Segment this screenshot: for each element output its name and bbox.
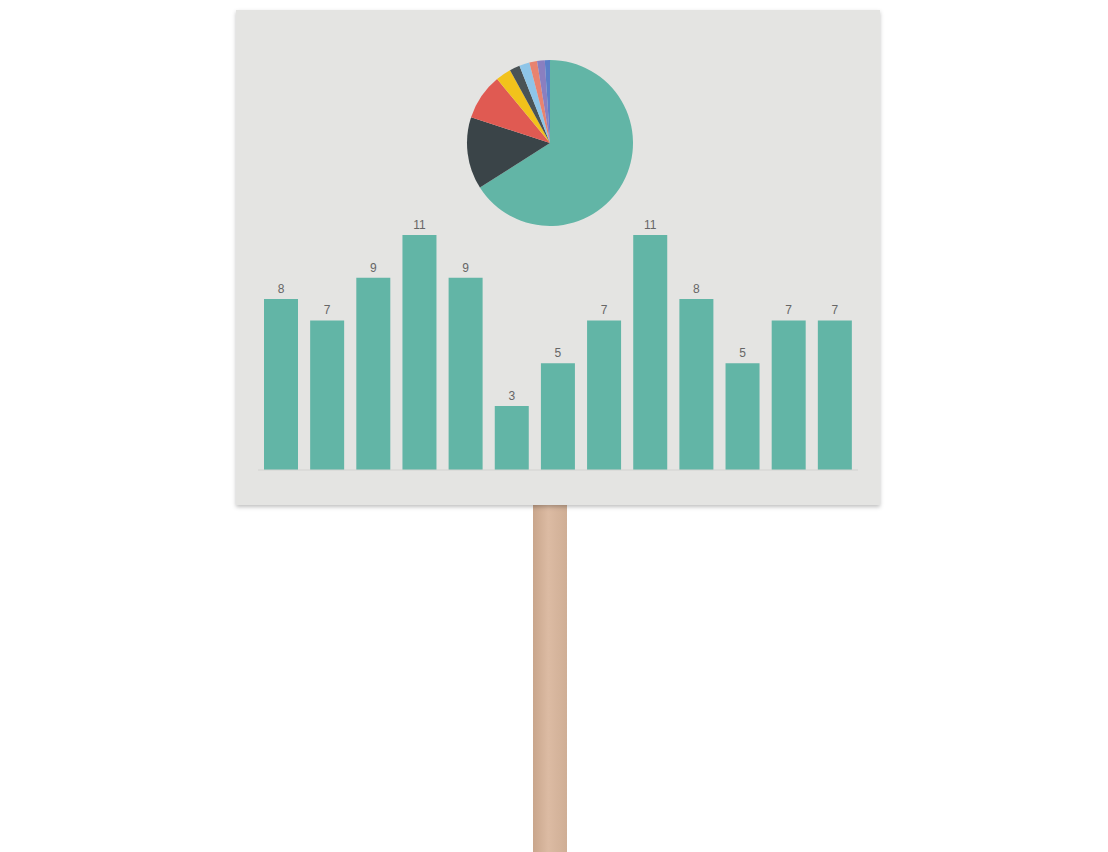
svg-text:3: 3 bbox=[508, 389, 515, 403]
svg-text:8: 8 bbox=[693, 282, 700, 296]
svg-text:8: 8 bbox=[278, 282, 285, 296]
svg-text:5: 5 bbox=[739, 346, 746, 360]
svg-text:7: 7 bbox=[324, 303, 331, 317]
svg-text:5: 5 bbox=[555, 346, 562, 360]
svg-text:9: 9 bbox=[370, 261, 377, 275]
svg-text:7: 7 bbox=[601, 303, 608, 317]
svg-text:7: 7 bbox=[785, 303, 792, 317]
svg-text:11: 11 bbox=[644, 218, 657, 232]
svg-text:11: 11 bbox=[413, 218, 426, 232]
svg-text:7: 7 bbox=[832, 303, 839, 317]
svg-text:9: 9 bbox=[462, 261, 469, 275]
